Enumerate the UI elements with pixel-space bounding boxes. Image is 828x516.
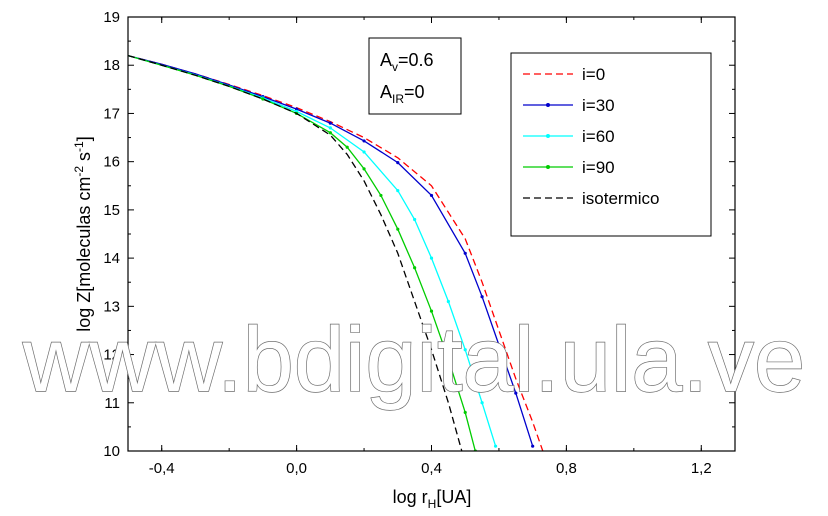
x-tick-label: 1,2 xyxy=(691,460,712,477)
series-point-3 xyxy=(396,227,400,231)
series-point-1 xyxy=(362,139,366,143)
series-point-2 xyxy=(446,299,450,304)
annotation-air: AIR=0 xyxy=(380,82,425,106)
series-point-3 xyxy=(379,193,383,198)
x-tick-label: 0,8 xyxy=(556,460,577,477)
y-tick-label: 16 xyxy=(103,154,120,171)
annotation-air-main: A xyxy=(380,82,392,102)
series-point-2 xyxy=(493,444,498,448)
x-axis-title-main: log r xyxy=(393,487,428,507)
y-axis-title-part2: s xyxy=(74,152,94,166)
series-point-1 xyxy=(396,161,400,165)
y-axis-title-part1: log Z[moleculas cm xyxy=(74,177,94,332)
x-tick-label: -0,4 xyxy=(149,460,175,477)
series-point-2 xyxy=(429,256,434,260)
x-axis-title-sub: H xyxy=(428,497,437,511)
legend-label-2: i=60 xyxy=(582,127,615,146)
series-point-1 xyxy=(463,251,467,255)
legend: i=0 i=30 i=60 i=90 isotermico xyxy=(510,52,712,237)
legend-marker-3 xyxy=(546,165,550,169)
y-tick-label: 13 xyxy=(103,298,120,315)
series-point-3 xyxy=(446,357,450,361)
series-point-3 xyxy=(345,145,349,149)
series-point-3 xyxy=(328,131,332,135)
x-tick-label: 0,4 xyxy=(421,460,442,477)
series-point-3 xyxy=(429,309,434,313)
x-axis-title: log rH[UA] xyxy=(393,487,472,511)
legend-label-0: i=0 xyxy=(582,65,605,84)
series-point-2 xyxy=(396,189,400,193)
series-point-2 xyxy=(463,348,467,352)
y-axis-title: log Z[moleculas cm-2 s-1] xyxy=(72,136,94,331)
y-tick-label: 17 xyxy=(103,105,120,122)
annotation-air-value: =0 xyxy=(404,82,425,102)
series-line-4 xyxy=(128,54,463,451)
series-point-3 xyxy=(463,410,467,415)
series-point-1 xyxy=(328,121,332,125)
y-tick-label: 15 xyxy=(103,202,120,219)
y-tick-label: 14 xyxy=(103,250,120,267)
annotation-av-sub: v xyxy=(392,60,398,74)
legend-items: i=0 i=30 i=60 i=90 isotermico xyxy=(523,65,659,208)
series-point-2 xyxy=(362,150,366,154)
y-axis-title-part3: ] xyxy=(74,136,94,141)
y-tick-label: 19 xyxy=(103,9,120,26)
series-point-1 xyxy=(295,107,299,111)
series-point-2 xyxy=(480,401,484,405)
series-point-2 xyxy=(413,217,417,222)
legend-marker-2 xyxy=(546,134,550,138)
annotation-frame xyxy=(368,37,462,115)
series-line-0 xyxy=(128,54,544,451)
x-tick-label: 0,0 xyxy=(286,460,307,477)
ticks-layer: -0,4 0,0 0,4 0,8 1,2 10 11 12 13 14 15 16 17 18 19 xyxy=(103,9,735,477)
annotation-box: Av=0.6 AIR=0 xyxy=(368,37,462,115)
y-axis-title-sup1: -2 xyxy=(72,166,86,177)
legend-label-1: i=30 xyxy=(582,96,615,115)
y-tick-label: 18 xyxy=(103,57,120,74)
legend-label-3: i=90 xyxy=(582,158,615,177)
legend-marker-1 xyxy=(546,103,550,107)
series-point-1 xyxy=(429,193,434,198)
legend-frame xyxy=(510,52,712,237)
y-tick-label: 11 xyxy=(104,395,120,412)
annotation-av: Av=0.6 xyxy=(380,50,434,74)
y-tick-label: 12 xyxy=(103,347,120,364)
y-tick-label: 10 xyxy=(103,443,120,460)
watermark-text: www.bdigital.ula.ve xyxy=(22,309,805,411)
legend-label-4: isotermico xyxy=(582,189,659,208)
x-axis-title-tail: [UA] xyxy=(436,487,471,507)
series-point-1 xyxy=(480,295,484,299)
annotation-air-sub: IR xyxy=(392,92,404,106)
annotation-av-main: A xyxy=(380,50,392,70)
series-point-1 xyxy=(531,444,535,448)
series-point-1 xyxy=(514,391,518,395)
series-layer xyxy=(128,54,544,451)
annotation-av-value: =0.6 xyxy=(398,50,434,70)
series-point-2 xyxy=(328,126,332,130)
series-point-1 xyxy=(497,343,501,347)
series-point-3 xyxy=(261,97,265,101)
series-point-3 xyxy=(362,167,366,171)
y-axis-title-sup2: -1 xyxy=(72,141,86,152)
series-point-3 xyxy=(413,266,417,270)
